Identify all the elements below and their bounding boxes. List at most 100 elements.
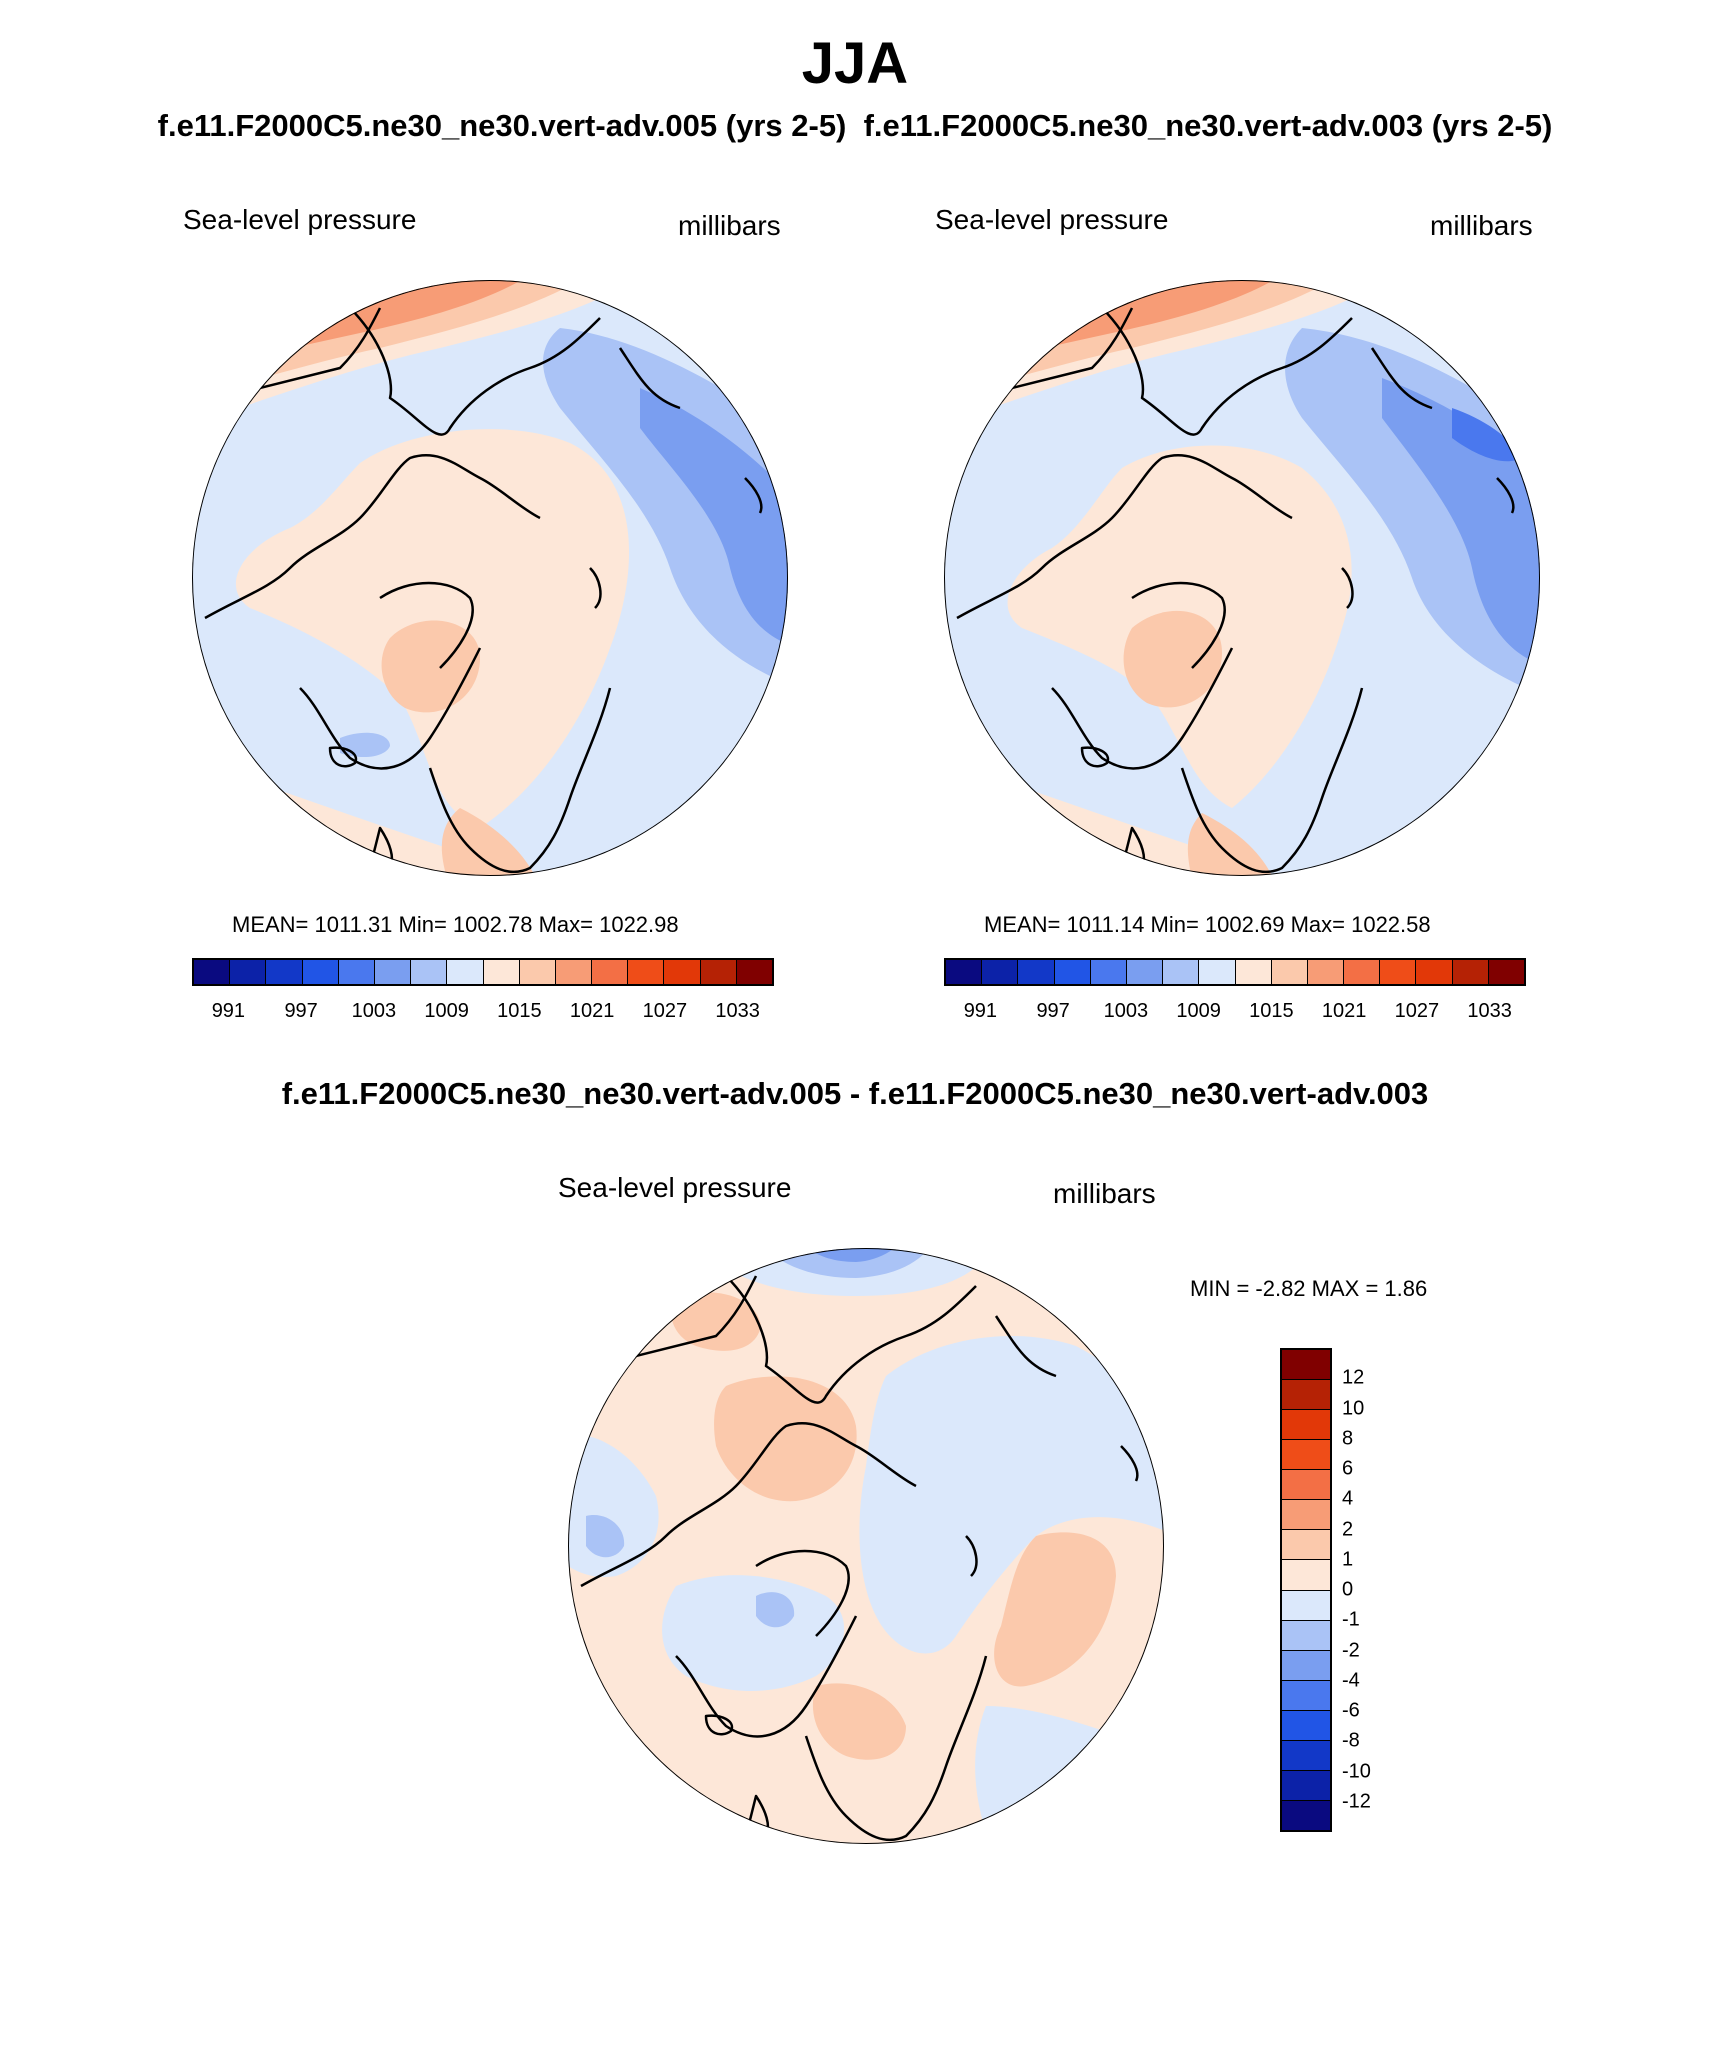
colorbar-tick-label: 997 xyxy=(284,1000,318,1022)
colorbar-swatch xyxy=(946,960,983,984)
colorbar-swatch xyxy=(1282,1380,1330,1411)
colorbar-tick-label: 1021 xyxy=(1321,1000,1367,1022)
diff-variable-label: Sea-level pressure xyxy=(558,1172,792,1203)
colorbar-swatch xyxy=(1282,1410,1330,1441)
colorbar-swatch xyxy=(1090,960,1127,984)
colorbar-swatch xyxy=(1282,1470,1330,1501)
left-colorbar-ticks: 991 997 1003 1009 1015 1021 1027 1033 xyxy=(192,1000,774,1030)
colorbar-swatch xyxy=(194,960,231,984)
colorbar-tick-label: 1003 xyxy=(351,1000,397,1022)
colorbar-swatch xyxy=(1271,960,1308,984)
colorbar-tick-label: -4 xyxy=(1342,1669,1360,1692)
diff-units-label: millibars xyxy=(1053,1178,1156,1209)
colorbar-tick-label: 2 xyxy=(1342,1518,1354,1540)
colorbar-tick-label: 997 xyxy=(1036,1000,1070,1022)
colorbar-swatch xyxy=(230,960,267,984)
colorbar-tick-label: 1003 xyxy=(1103,1000,1149,1022)
colorbar-swatch xyxy=(1282,1770,1330,1801)
colorbar-tick-label: 12 xyxy=(1342,1366,1365,1389)
diff-cool-bottom xyxy=(975,1706,1164,1844)
colorbar-tick-label: -6 xyxy=(1342,1699,1360,1722)
colorbar-swatch xyxy=(1235,960,1272,984)
colorbar-swatch xyxy=(982,960,1019,984)
colorbar-swatch xyxy=(519,960,556,984)
colorbar-swatch xyxy=(1380,960,1417,984)
colorbar-tick-label: 1027 xyxy=(1394,1000,1440,1022)
colorbar-swatch xyxy=(1282,1440,1330,1471)
left-coastlines xyxy=(204,307,763,874)
colorbar-swatch xyxy=(1282,1620,1330,1651)
diff-cool-west-2 xyxy=(586,1515,625,1558)
colorbar-tick-label: 1 xyxy=(1342,1548,1354,1571)
colorbar-swatch xyxy=(1282,1500,1330,1531)
colorbar-tick-label: 991 xyxy=(211,1000,246,1022)
left-polar-map xyxy=(192,280,788,876)
left-low-pacific-2 xyxy=(640,388,788,648)
colorbar-swatch xyxy=(1282,1740,1330,1771)
colorbar-swatch xyxy=(700,960,737,984)
left-warm-band-bottom-2 xyxy=(441,808,540,876)
colorbar-tick-label: 0 xyxy=(1342,1578,1354,1601)
left-stats: MEAN= 1011.31 Min= 1002.78 Max= 1022.98 xyxy=(232,912,679,937)
colorbar-swatch xyxy=(1282,1800,1330,1830)
colorbar-tick-label: 4 xyxy=(1342,1487,1354,1510)
colorbar-swatch xyxy=(1416,960,1453,984)
diff-title: f.e11.F2000C5.ne30_ne30.vert-adv.005 - f… xyxy=(281,1076,1429,1111)
colorbar-tick-label: 1027 xyxy=(642,1000,688,1022)
colorbar-tick-label: -8 xyxy=(1342,1729,1360,1752)
colorbar-swatch xyxy=(483,960,520,984)
colorbar-swatch xyxy=(664,960,701,984)
colorbar-swatch xyxy=(1282,1560,1330,1591)
colorbar-tick-label: -12 xyxy=(1342,1790,1371,1813)
right-colorbar xyxy=(944,958,1526,986)
right-coastlines xyxy=(956,307,1515,874)
diff-colorbar-ticks: 12 10 8 6 4 2 1 0 -1 -2 -4 -6 -8 -10 -12 xyxy=(1342,1348,1402,1832)
colorbar-swatch xyxy=(338,960,375,984)
colorbar-swatch xyxy=(1282,1650,1330,1681)
colorbar-swatch xyxy=(447,960,484,984)
diff-colorbar xyxy=(1280,1348,1332,1832)
right-stats: MEAN= 1011.14 Min= 1002.69 Max= 1022.58 xyxy=(984,912,1431,937)
diff-cool-mid xyxy=(662,1575,845,1691)
diff-warm-europe xyxy=(812,1683,906,1760)
right-variable-label: Sea-level pressure xyxy=(935,204,1169,235)
case-titles: f.e11.F2000C5.ne30_ne30.vert-adv.005 (yr… xyxy=(157,108,1553,143)
right-colorbar-ticks: 991 997 1003 1009 1015 1021 1027 1033 xyxy=(944,1000,1526,1030)
colorbar-swatch xyxy=(1307,960,1345,984)
colorbar-swatch xyxy=(266,960,303,984)
figure-title: JJA xyxy=(801,31,909,96)
right-greenland-high xyxy=(1123,610,1222,708)
colorbar-swatch xyxy=(628,960,665,984)
colorbar-tick-label: -10 xyxy=(1342,1760,1371,1782)
diff-cool-east xyxy=(859,1336,1164,1654)
left-variable-label: Sea-level pressure xyxy=(183,204,417,235)
colorbar-swatch xyxy=(411,960,448,984)
colorbar-tick-label: 991 xyxy=(963,1000,998,1022)
colorbar-tick-label: 1033 xyxy=(1467,1000,1512,1022)
colorbar-swatch xyxy=(1344,960,1381,984)
colorbar-swatch xyxy=(1282,1710,1330,1741)
right-units-label: millibars xyxy=(1430,210,1533,241)
colorbar-tick-label: 10 xyxy=(1342,1397,1365,1419)
diff-polar-map xyxy=(568,1248,1164,1844)
left-units-label: millibars xyxy=(678,210,781,241)
diff-warm-pacific xyxy=(994,1532,1116,1687)
colorbar-tick-label: 1009 xyxy=(424,1000,469,1022)
colorbar-tick-label: -2 xyxy=(1342,1639,1360,1661)
colorbar-swatch xyxy=(1126,960,1164,984)
colorbar-swatch xyxy=(592,960,629,984)
left-greenland-high xyxy=(381,620,480,713)
colorbar-swatch xyxy=(555,960,593,984)
left-low-pacific xyxy=(543,328,788,688)
colorbar-tick-label: 1021 xyxy=(569,1000,615,1022)
colorbar-swatch xyxy=(1054,960,1091,984)
colorbar-swatch xyxy=(1282,1350,1330,1381)
colorbar-tick-label: 1033 xyxy=(715,1000,760,1022)
colorbar-swatch xyxy=(1452,960,1489,984)
colorbar-swatch xyxy=(736,960,772,984)
colorbar-swatch xyxy=(1488,960,1524,984)
colorbar-swatch xyxy=(302,960,339,984)
right-low-pacific-3 xyxy=(1452,408,1522,462)
colorbar-swatch xyxy=(1282,1590,1330,1621)
colorbar-tick-label: 1009 xyxy=(1176,1000,1221,1022)
